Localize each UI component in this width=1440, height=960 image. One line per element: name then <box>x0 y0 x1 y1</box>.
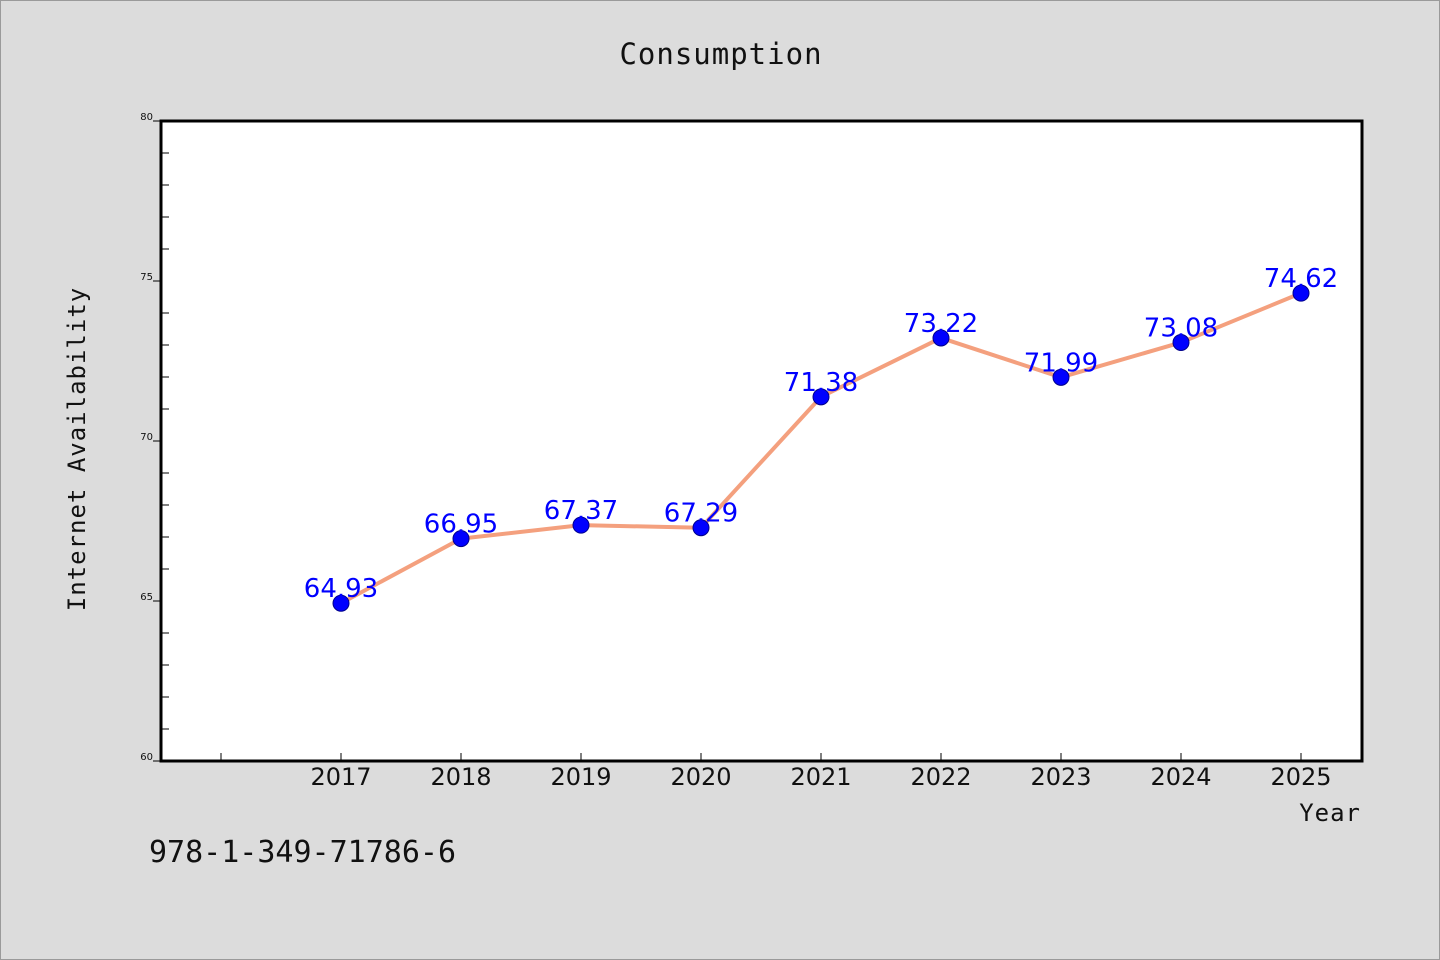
data-point <box>1292 284 1310 302</box>
y-tick-label: 70 <box>140 432 153 443</box>
x-tick-label: 2021 <box>790 763 851 791</box>
y-tick-label: 65 <box>140 592 153 603</box>
x-tick-label: 2022 <box>910 763 971 791</box>
y-tick-label: 80 <box>140 112 153 123</box>
x-tick-label: 2020 <box>670 763 731 791</box>
data-label: 66.95 <box>424 510 498 540</box>
data-labels: 64.93 66.95 67.37 67.29 71.38 73.22 71.99 73.08… <box>304 264 1338 604</box>
x-tick-label: 2025 <box>1270 763 1331 791</box>
x-tick-label: 2023 <box>1030 763 1091 791</box>
y-tick-label: 75 <box>140 272 153 283</box>
data-point <box>452 530 470 548</box>
data-point <box>692 519 710 537</box>
data-label: 67.37 <box>544 496 618 526</box>
y-tick-label: 60 <box>140 752 153 763</box>
data-point <box>932 329 950 347</box>
data-label: 74.62 <box>1264 264 1338 294</box>
data-label: 73.08 <box>1144 313 1218 343</box>
y-axis-label: Internet Availability <box>63 287 91 611</box>
data-point <box>1172 333 1190 351</box>
x-tick-label: 2017 <box>310 763 371 791</box>
data-point <box>812 388 830 406</box>
data-label: 64.93 <box>304 574 378 604</box>
y-axis: 60 65 70 75 80 <box>140 112 169 763</box>
x-tick-label: 2018 <box>430 763 491 791</box>
x-axis: 2017 2018 2019 2020 2021 2022 2023 2024 2025 <box>220 753 1332 791</box>
data-point <box>332 594 350 612</box>
x-axis-label: Year <box>1299 799 1361 827</box>
x-tick-label: 2019 <box>550 763 611 791</box>
plot-area <box>159 119 1364 763</box>
data-label: 73.22 <box>904 309 978 339</box>
data-label: 67.29 <box>664 499 738 529</box>
data-label: 71.38 <box>784 368 858 398</box>
x-tick-label: 2024 <box>1150 763 1211 791</box>
data-point <box>1052 368 1070 386</box>
isbn-footer: 978-1-349-71786-6 <box>149 835 457 870</box>
data-point <box>572 516 590 534</box>
data-label: 71.99 <box>1024 348 1098 378</box>
data-series <box>332 284 1310 612</box>
chart-title: Consumption <box>619 37 822 71</box>
